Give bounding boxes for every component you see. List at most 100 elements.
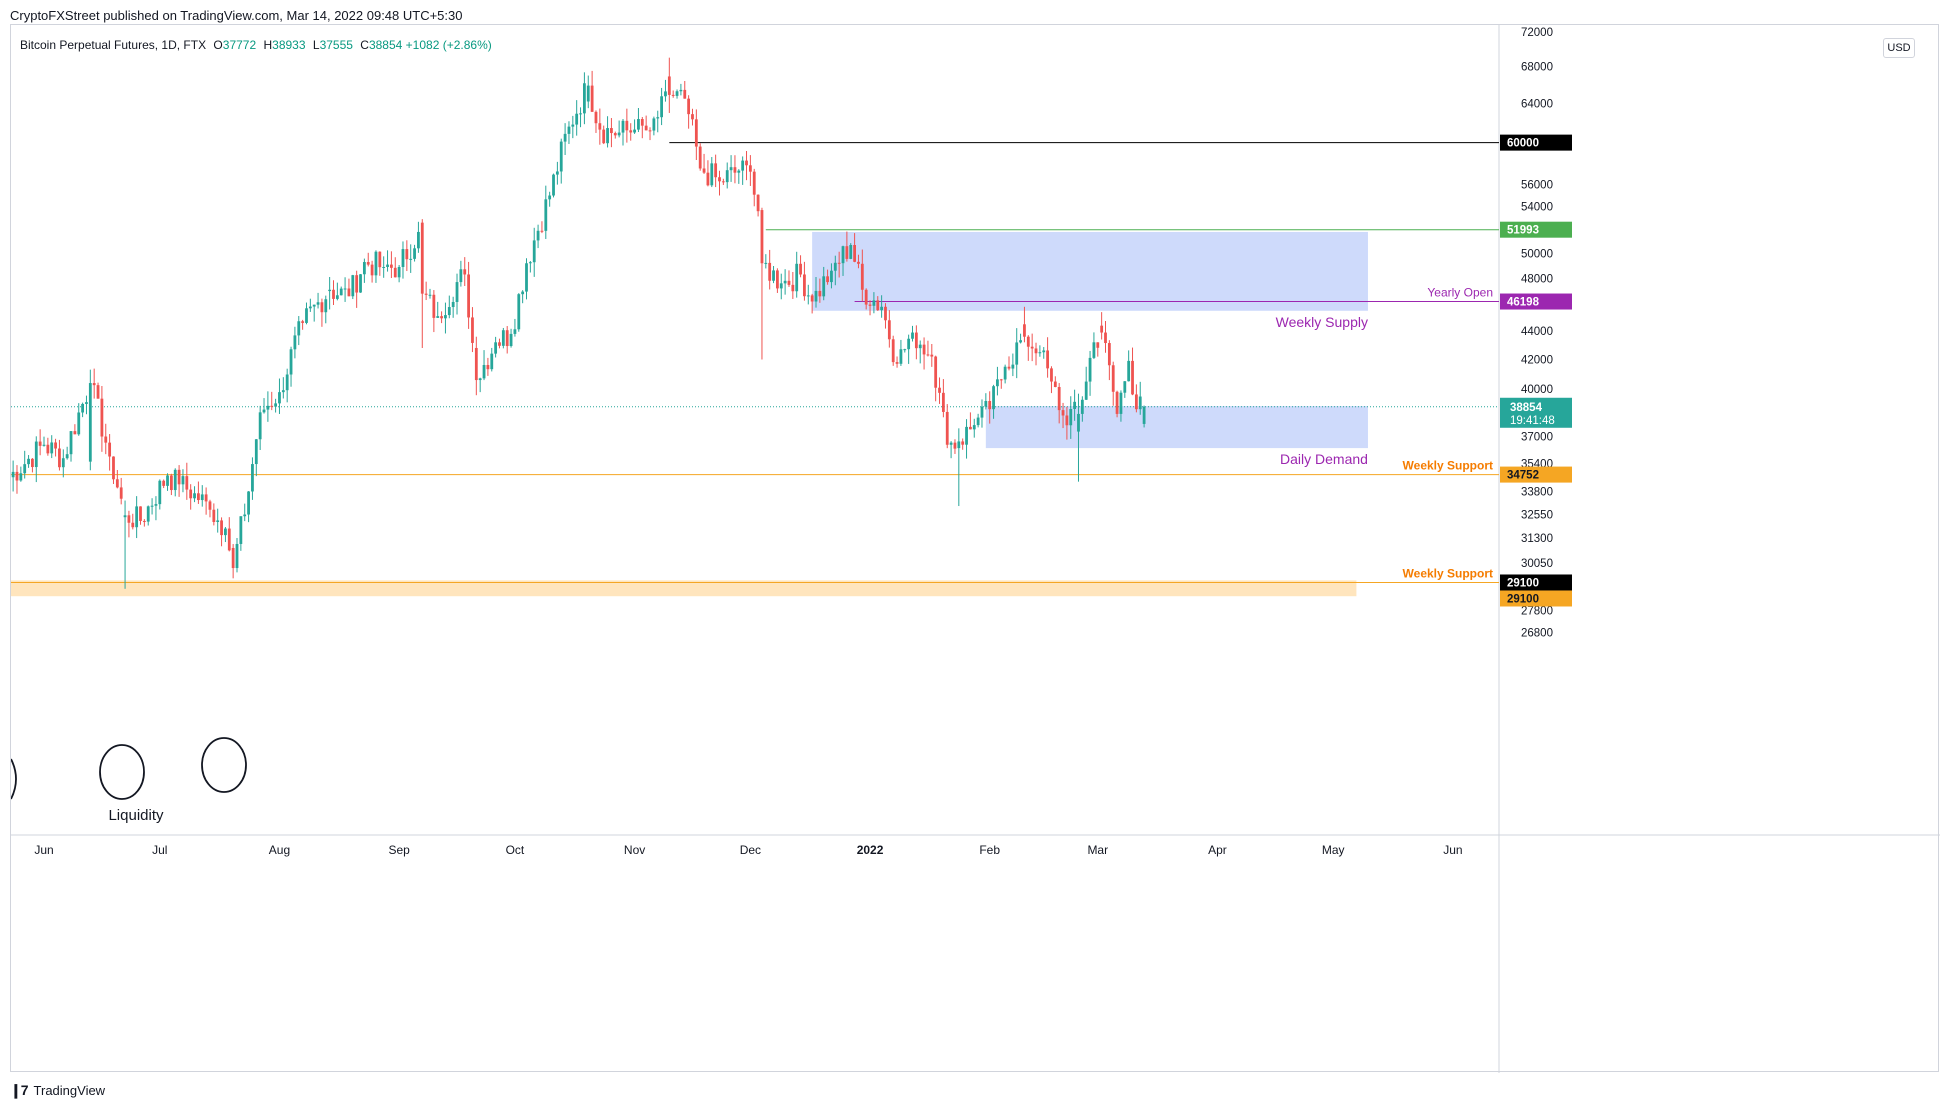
candle-body [617,132,621,136]
price-chart[interactable]: Weekly Supply Daily Demand Yearly Open Week… [11,25,1940,1073]
candle-body [996,379,999,387]
candle-body [579,113,582,115]
candle-body [610,128,613,134]
price-badge-51993: 51993 [1507,225,1539,237]
candle-body [501,330,505,346]
candle-body [953,442,957,449]
candle-body [656,117,660,119]
candle-body [162,480,166,486]
close-value: 38854 [368,38,403,52]
candle-body [413,248,416,259]
candle-body [216,520,220,522]
candle-body [38,441,42,446]
candle-body [760,210,764,264]
candle-body [220,520,223,536]
candle-body [957,441,961,449]
candle-body [791,284,795,292]
candle-body [486,364,490,370]
candle-body [181,476,185,485]
candle-body [498,342,501,346]
price-badge-60000: 60000 [1507,138,1539,150]
candle-body [857,261,860,264]
candle-body [629,130,633,133]
candle-body [185,476,189,490]
candle-body [675,91,679,96]
candle-body [907,338,911,350]
candle-body [1065,415,1069,426]
candle-body [27,458,30,465]
candle-body [602,129,606,144]
candle-body [606,128,609,144]
price-tick-label: 26800 [1521,628,1553,640]
candle-body [509,333,513,347]
candle-body [447,307,451,316]
candle-body [34,441,38,468]
level-text-34752: Weekly Support [1403,459,1493,473]
candle-body [586,85,590,102]
candle-body [1123,381,1127,393]
candle-body [683,89,687,99]
candle-body [351,275,355,297]
candle-body [1042,350,1046,353]
candle-body [112,456,115,480]
candles [11,57,1146,589]
candle-body [637,119,640,130]
price-tick-label: 27800 [1521,605,1553,617]
candle-body [1100,325,1104,333]
candle-body [714,163,718,178]
candle-body [887,320,891,340]
candle-body [1034,348,1038,354]
candle-body [459,269,463,283]
candle-body [451,301,455,308]
candle-body [517,294,521,330]
candle-body [1015,342,1019,365]
candle-body [594,111,598,124]
candle-body [833,262,837,271]
time-tick-label: 2022 [857,843,884,857]
candle-body [926,354,930,356]
candle-body [938,387,941,393]
candle-body [922,344,926,355]
zone-support [11,580,1357,597]
price-badge-29100-orange: 29100 [1507,593,1539,605]
candle-body [544,199,548,231]
time-tick-label: Jul [152,843,167,857]
low-value: 37555 [319,38,353,52]
candle-body [567,126,571,134]
time-tick-label: Dec [740,843,761,857]
candle-body [158,480,162,505]
candle-body [1011,364,1015,369]
candle-body [806,295,810,297]
candle-body [1073,401,1077,410]
candle-body [1107,343,1111,366]
candle-body [15,471,19,481]
candle-body [471,317,474,343]
price-tick-label: 44000 [1521,326,1553,338]
price-badge-34752: 34752 [1507,470,1539,482]
candle-body [428,294,432,296]
candle-body [200,494,204,501]
tradingview-footer[interactable]: ❙7 TradingView [10,1082,105,1099]
candle-body [748,165,752,172]
candle-body [513,329,517,334]
candle-body [343,288,347,290]
open-value: 37772 [222,38,257,52]
candle-body [903,349,907,351]
candle-body [1007,366,1011,369]
candle-body [965,426,968,445]
candle-body [548,195,552,200]
candle-body [108,442,112,457]
candle-body [92,383,96,386]
candle-body [691,114,694,120]
candle-body [378,251,382,268]
candle-body [1019,340,1022,343]
candle-body [1057,386,1061,411]
candle-body [583,83,586,114]
candle-body [316,302,320,305]
candle-body [463,269,467,275]
candle-body [876,300,880,311]
candle-body [293,335,297,350]
candle-body [258,412,262,440]
currency-button[interactable]: USD [1883,38,1915,58]
candle-body [424,293,428,295]
